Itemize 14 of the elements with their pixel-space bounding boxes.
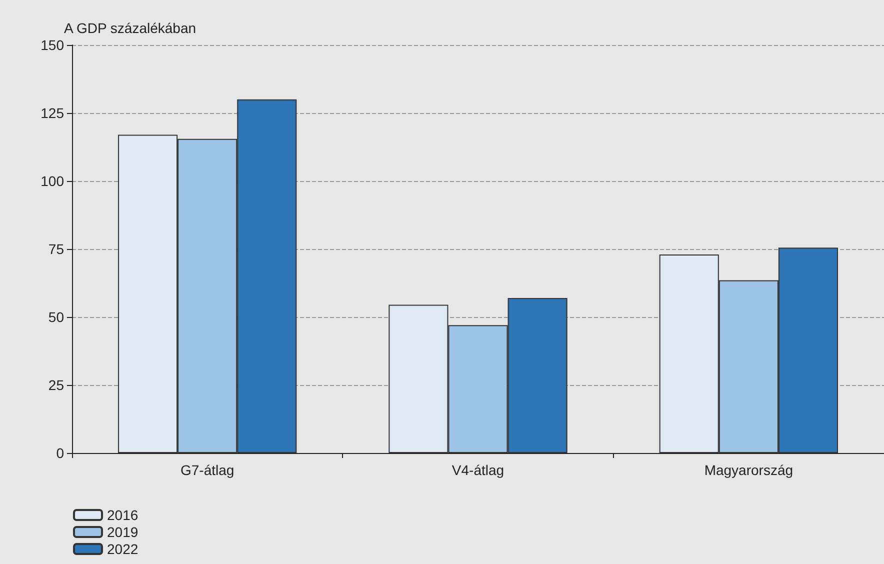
x-tick-label: V4-átlag: [452, 462, 504, 478]
y-tick-label: 0: [56, 445, 64, 461]
y-tick-label: 50: [48, 309, 64, 325]
y-tick-label: 150: [40, 37, 64, 53]
legend-label: 2016: [107, 507, 138, 523]
legend-label: 2022: [107, 541, 138, 557]
y-tick-label: 75: [48, 241, 64, 257]
y-tick-label: 100: [40, 173, 64, 189]
y-tick-label: 125: [40, 105, 64, 121]
y-tick-label: 25: [48, 377, 64, 393]
x-tick-label: Magyarország: [704, 462, 794, 478]
legend-label: 2019: [107, 524, 138, 540]
x-tick-label: G7-átlag: [180, 462, 234, 478]
y-axis-title: A GDP százalékában: [64, 20, 196, 36]
